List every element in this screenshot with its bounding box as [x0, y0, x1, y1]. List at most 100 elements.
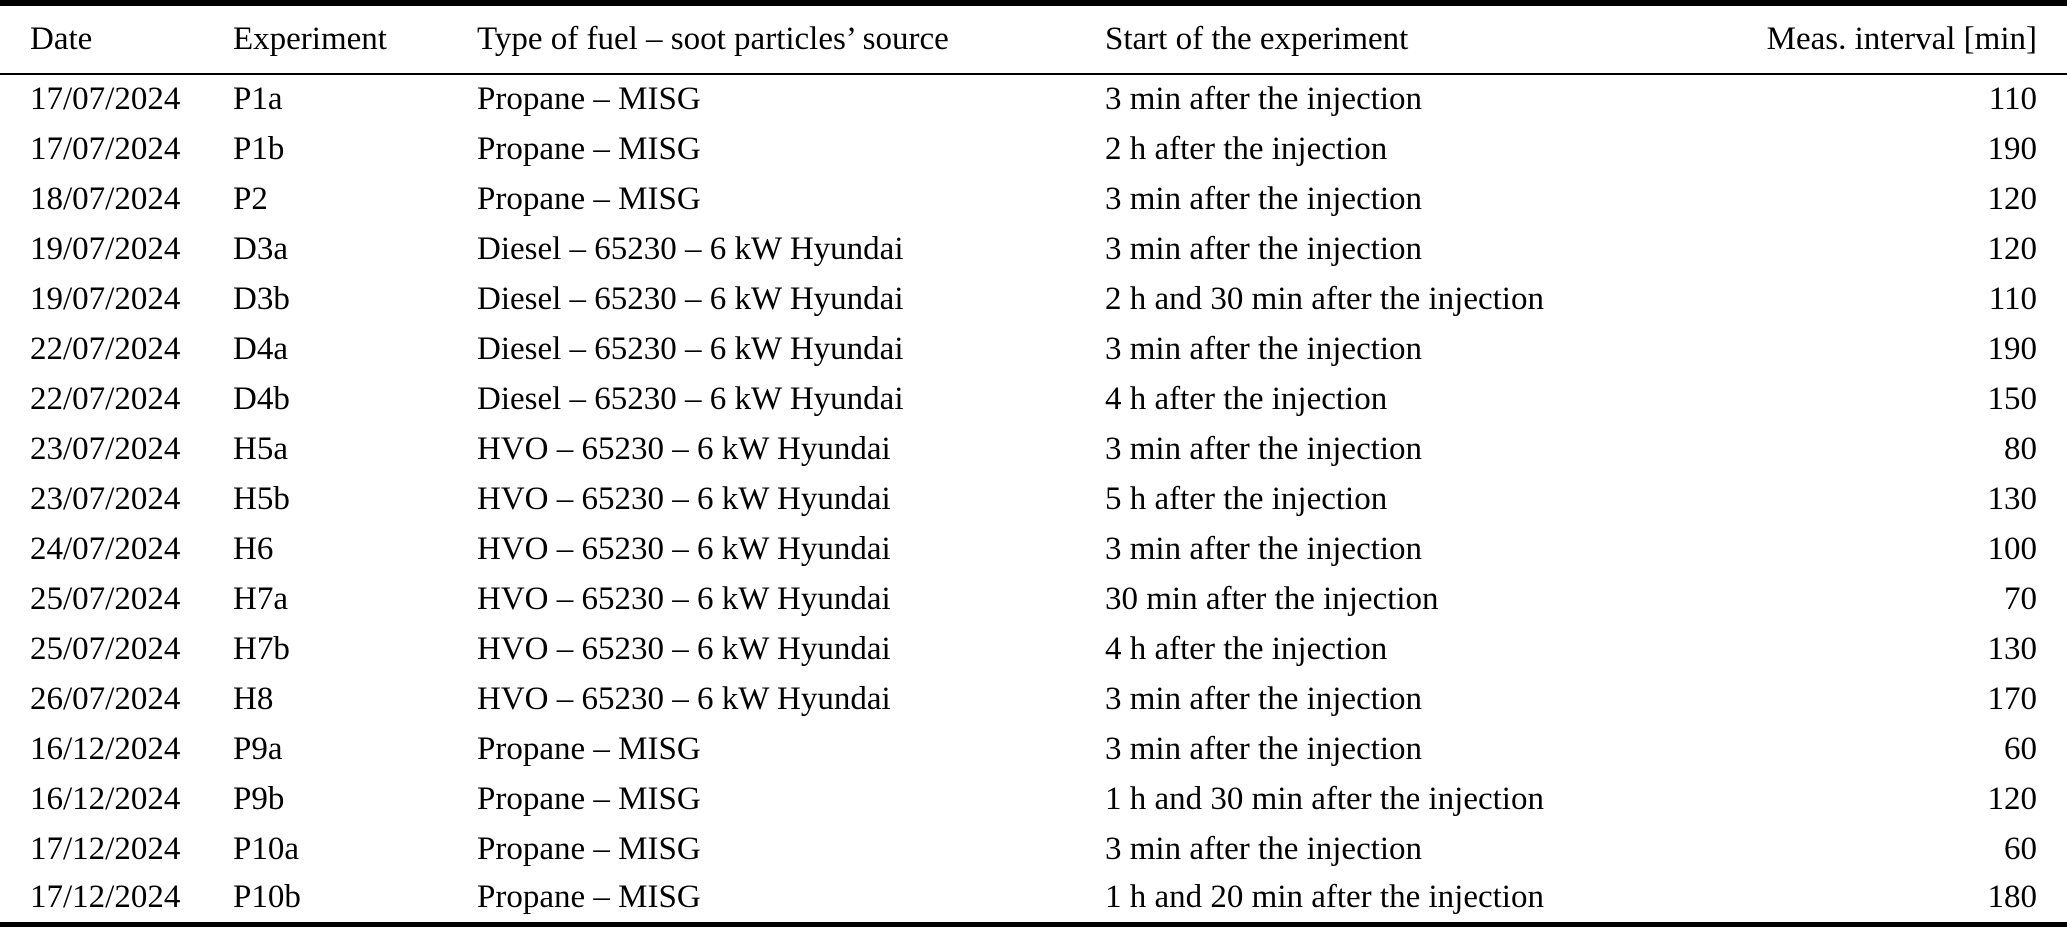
cell-experiment: D4b	[233, 380, 290, 417]
cell-interval: 80	[2004, 430, 2037, 467]
cell-interval: 70	[2004, 580, 2037, 617]
table-row: 16/12/2024 P9a Propane – MISG 3 min afte…	[0, 724, 2067, 774]
col-header-fuel: Type of fuel – soot particles’ source	[477, 21, 949, 57]
cell-date: 24/07/2024	[30, 530, 181, 567]
cell-experiment: P2	[233, 180, 268, 217]
cell-fuel: HVO – 65230 – 6 kW Hyundai	[477, 580, 891, 617]
cell-fuel: HVO – 65230 – 6 kW Hyundai	[477, 430, 891, 467]
cell-fuel: Propane – MISG	[477, 730, 701, 767]
table-header: Date Experiment Type of fuel – soot part…	[0, 3, 2067, 74]
cell-interval: 130	[1987, 630, 2038, 667]
cell-experiment: H8	[233, 680, 274, 717]
cell-date: 26/07/2024	[30, 680, 181, 717]
cell-date: 25/07/2024	[30, 580, 181, 617]
cell-experiment: P1a	[233, 81, 283, 117]
table-row: 19/07/2024 D3b Diesel – 65230 – 6 kW Hyu…	[0, 274, 2067, 324]
table-row: 16/12/2024 P9b Propane – MISG 1 h and 30…	[0, 774, 2067, 824]
cell-date: 17/07/2024	[30, 81, 181, 117]
cell-interval: 150	[1987, 380, 2038, 417]
cell-date: 22/07/2024	[30, 330, 181, 367]
cell-interval: 170	[1987, 680, 2038, 717]
cell-date: 18/07/2024	[30, 180, 181, 217]
cell-interval: 120	[1987, 180, 2038, 217]
cell-experiment: H5b	[233, 480, 290, 517]
cell-date: 19/07/2024	[30, 280, 181, 317]
cell-fuel: Diesel – 65230 – 6 kW Hyundai	[477, 380, 904, 417]
table-row: 24/07/2024 H6 HVO – 65230 – 6 kW Hyundai…	[0, 524, 2067, 574]
cell-experiment: P10b	[233, 879, 301, 916]
table-row: 19/07/2024 D3a Diesel – 65230 – 6 kW Hyu…	[0, 224, 2067, 274]
table-row: 23/07/2024 H5a HVO – 65230 – 6 kW Hyunda…	[0, 424, 2067, 474]
cell-start: 1 h and 20 min after the injection	[1105, 879, 1544, 916]
cell-interval: 100	[1987, 530, 2038, 567]
cell-start: 3 min after the injection	[1105, 180, 1423, 217]
cell-start: 5 h after the injection	[1105, 480, 1388, 517]
cell-interval: 190	[1987, 130, 2038, 167]
cell-fuel: HVO – 65230 – 6 kW Hyundai	[477, 680, 891, 717]
table-row: 17/12/2024 P10a Propane – MISG 3 min aft…	[0, 824, 2067, 874]
cell-experiment: P9a	[233, 730, 283, 767]
cell-experiment: P9b	[233, 780, 285, 817]
cell-fuel: Diesel – 65230 – 6 kW Hyundai	[477, 330, 904, 367]
cell-experiment: D4a	[233, 330, 288, 367]
cell-fuel: Propane – MISG	[477, 130, 701, 167]
cell-start: 3 min after the injection	[1105, 730, 1423, 767]
cell-start: 1 h and 30 min after the injection	[1105, 780, 1544, 817]
table-row: 25/07/2024 H7a HVO – 65230 – 6 kW Hyunda…	[0, 574, 2067, 624]
cell-date: 25/07/2024	[30, 630, 181, 667]
table-row: 17/07/2024 P1a Propane – MISG 3 min afte…	[0, 74, 2067, 124]
cell-experiment: H7b	[233, 630, 290, 667]
col-header-experiment: Experiment	[233, 21, 387, 57]
cell-interval: 190	[1987, 330, 2038, 367]
cell-fuel: Propane – MISG	[477, 830, 701, 867]
cell-interval: 130	[1987, 480, 2038, 517]
cell-experiment: H5a	[233, 430, 288, 467]
cell-date: 16/12/2024	[30, 730, 181, 767]
cell-start: 30 min after the injection	[1105, 580, 1439, 617]
cell-interval: 110	[1988, 81, 2037, 117]
cell-interval: 60	[2004, 830, 2037, 867]
cell-interval: 60	[2004, 730, 2037, 767]
col-header-date: Date	[30, 21, 93, 57]
table-row: 22/07/2024 D4b Diesel – 65230 – 6 kW Hyu…	[0, 374, 2067, 424]
cell-start: 3 min after the injection	[1105, 680, 1423, 717]
table-row: 17/07/2024 P1b Propane – MISG 2 h after …	[0, 124, 2067, 174]
cell-interval: 120	[1987, 230, 2038, 267]
table-row: 18/07/2024 P2 Propane – MISG 3 min after…	[0, 174, 2067, 224]
cell-start: 3 min after the injection	[1105, 81, 1423, 117]
cell-start: 3 min after the injection	[1105, 230, 1423, 267]
cell-date: 23/07/2024	[30, 430, 181, 467]
cell-fuel: Propane – MISG	[477, 879, 701, 916]
cell-fuel: HVO – 65230 – 6 kW Hyundai	[477, 530, 891, 567]
cell-date: 17/07/2024	[30, 130, 181, 167]
cell-interval: 110	[1988, 280, 2037, 317]
cell-start: 3 min after the injection	[1105, 830, 1423, 867]
cell-date: 22/07/2024	[30, 380, 181, 417]
cell-fuel: Diesel – 65230 – 6 kW Hyundai	[477, 280, 904, 317]
cell-start: 2 h and 30 min after the injection	[1105, 280, 1544, 317]
cell-experiment: H6	[233, 530, 274, 567]
cell-date: 17/12/2024	[30, 879, 181, 916]
cell-interval: 120	[1987, 780, 2038, 817]
cell-experiment: P10a	[233, 830, 299, 867]
cell-start: 4 h after the injection	[1105, 630, 1388, 667]
col-header-start: Start of the experiment	[1105, 21, 1409, 57]
cell-date: 23/07/2024	[30, 480, 181, 517]
cell-date: 16/12/2024	[30, 780, 181, 817]
cell-start: 3 min after the injection	[1105, 330, 1423, 367]
cell-start: 2 h after the injection	[1105, 130, 1388, 167]
header-row: Date Experiment Type of fuel – soot part…	[0, 3, 2067, 74]
cell-fuel: HVO – 65230 – 6 kW Hyundai	[477, 480, 891, 517]
cell-interval: 180	[1987, 879, 2038, 916]
cell-date: 19/07/2024	[30, 230, 181, 267]
cell-start: 3 min after the injection	[1105, 530, 1423, 567]
table-body: 17/07/2024 P1a Propane – MISG 3 min afte…	[0, 74, 2067, 924]
table-row: 22/07/2024 D4a Diesel – 65230 – 6 kW Hyu…	[0, 324, 2067, 374]
cell-experiment: D3a	[233, 230, 288, 267]
cell-fuel: Propane – MISG	[477, 180, 701, 217]
col-header-interval: Meas. interval [min]	[1766, 21, 2037, 57]
cell-fuel: Propane – MISG	[477, 81, 701, 117]
table-row: 23/07/2024 H5b HVO – 65230 – 6 kW Hyunda…	[0, 474, 2067, 524]
cell-fuel: Propane – MISG	[477, 780, 701, 817]
